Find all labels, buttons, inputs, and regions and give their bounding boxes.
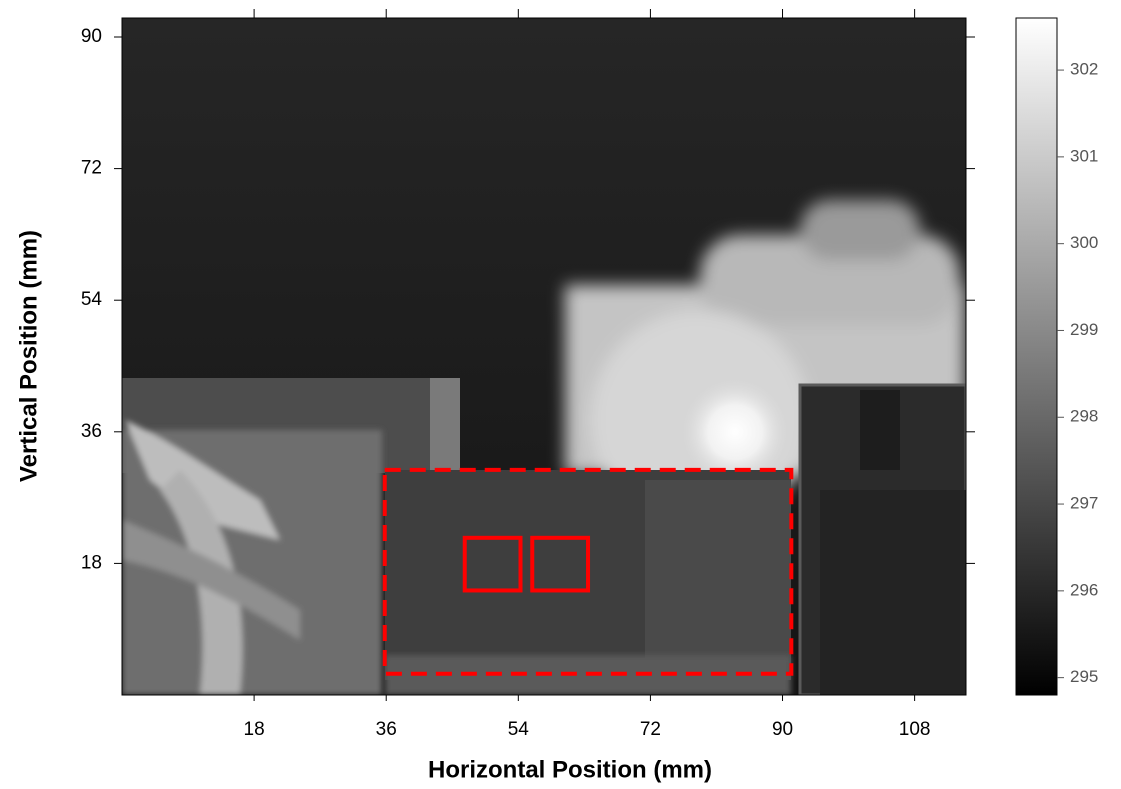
x-tick-label: 18	[244, 719, 265, 740]
y-axis-title: Vertical Position (mm)	[15, 230, 42, 482]
y-tick-label: 36	[81, 421, 102, 442]
chart: Horizontal Position (mm) Vertical Positi…	[0, 0, 1121, 789]
x-tick-label: 108	[899, 719, 931, 740]
colorbar-tick-label: 301	[1070, 146, 1098, 165]
colorbar	[1016, 18, 1057, 695]
x-tick-label: 36	[376, 719, 397, 740]
colorbar-tick-label: 298	[1070, 407, 1098, 426]
x-tick-label: 72	[640, 719, 661, 740]
colorbar-tick-label: 299	[1070, 320, 1098, 339]
y-tick-label: 18	[81, 552, 102, 573]
y-tick-label: 54	[81, 289, 103, 310]
x-tick-label: 90	[772, 719, 793, 740]
x-axis-title: Horizontal Position (mm)	[428, 756, 712, 783]
colorbar-tick-label: 300	[1070, 233, 1098, 252]
x-tick-label: 54	[508, 719, 530, 740]
colorbar-tick-label: 295	[1070, 667, 1098, 686]
colorbar-tick-label: 297	[1070, 494, 1098, 513]
thermal-image	[122, 18, 966, 695]
y-tick-label: 72	[81, 158, 102, 179]
y-tick-label: 90	[81, 26, 102, 47]
colorbar-tick-label: 296	[1070, 580, 1098, 599]
colorbar-tick-label: 302	[1070, 60, 1098, 79]
